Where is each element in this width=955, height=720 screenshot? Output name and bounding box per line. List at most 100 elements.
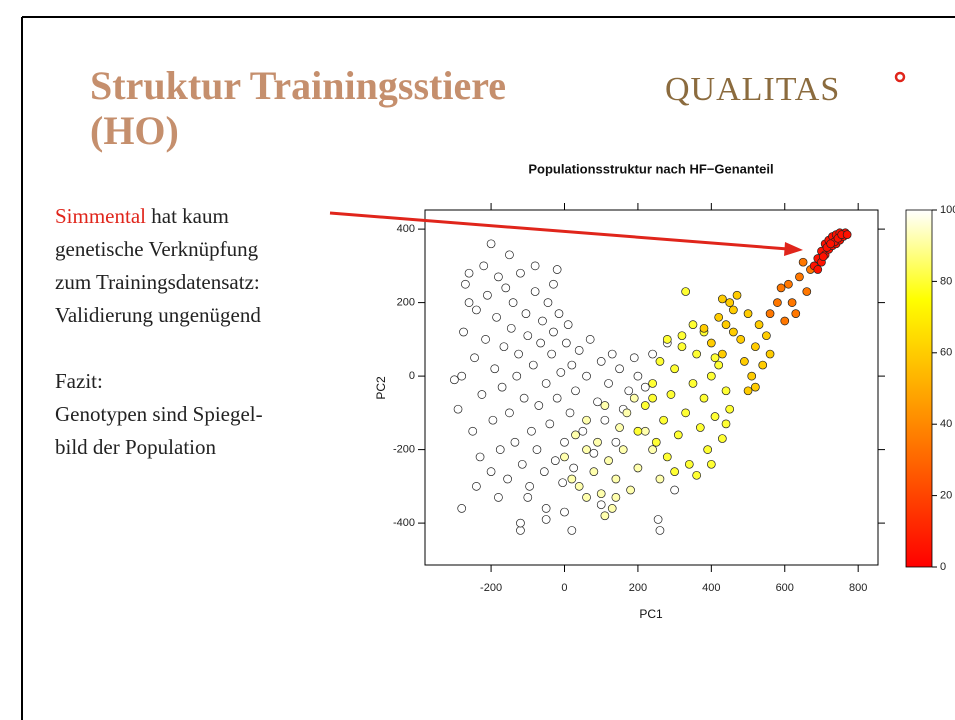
point	[593, 397, 602, 407]
point	[516, 268, 525, 278]
point	[574, 346, 584, 355]
colorbar-tick-label: 20	[940, 490, 952, 502]
point	[501, 283, 511, 293]
point	[648, 393, 657, 403]
point	[611, 474, 621, 484]
point	[710, 353, 720, 363]
point	[486, 467, 496, 477]
point	[560, 437, 569, 447]
body-line: genetische Verknüpfung	[55, 237, 259, 261]
point	[695, 423, 705, 432]
point	[477, 390, 487, 399]
point	[600, 511, 610, 521]
slide-title: Struktur Trainingsstiere	[90, 63, 506, 108]
point	[826, 239, 835, 249]
point	[543, 298, 553, 307]
point	[787, 298, 797, 307]
point	[640, 401, 650, 410]
point	[541, 379, 551, 388]
point	[648, 445, 657, 454]
point	[706, 371, 716, 381]
point	[725, 404, 735, 414]
point	[578, 426, 588, 436]
point	[479, 261, 489, 271]
point	[457, 504, 467, 513]
body-line: hat kaum	[146, 204, 229, 228]
point	[615, 364, 624, 374]
point	[699, 323, 709, 333]
x-tick-label: 0	[561, 582, 567, 594]
y-tick-label: 0	[409, 370, 415, 382]
point	[589, 467, 599, 477]
point	[629, 393, 639, 403]
point	[505, 408, 514, 418]
point	[640, 426, 650, 436]
point	[681, 408, 690, 418]
point	[611, 437, 621, 447]
point	[681, 287, 690, 296]
point	[776, 283, 786, 293]
logo: QUALITAS	[665, 71, 840, 108]
point	[655, 526, 665, 535]
point	[747, 371, 757, 381]
point	[743, 309, 753, 318]
point	[506, 323, 516, 333]
point	[784, 279, 793, 289]
point	[718, 294, 727, 304]
point	[629, 353, 639, 363]
point	[582, 371, 591, 381]
point	[567, 474, 577, 484]
point	[780, 316, 790, 326]
point	[622, 408, 632, 418]
point	[558, 478, 568, 488]
point	[519, 393, 529, 403]
ticks: -200 0 200 400 600 800 -400 -200 0 200 400 0 20 40 60 8…	[393, 203, 955, 594]
point	[571, 430, 580, 440]
point	[525, 482, 534, 491]
point	[503, 474, 512, 484]
point	[495, 445, 505, 454]
point	[574, 482, 584, 491]
point	[670, 467, 679, 477]
point	[692, 349, 702, 359]
highlight: Simmental	[55, 204, 146, 228]
body-line: Fazit:	[55, 369, 103, 393]
point	[677, 331, 687, 341]
point	[706, 459, 716, 469]
point	[633, 371, 643, 381]
point	[523, 493, 533, 502]
point	[666, 390, 676, 399]
point	[842, 230, 852, 239]
point	[655, 357, 665, 366]
point	[718, 349, 727, 359]
point	[494, 493, 503, 502]
point	[461, 279, 470, 289]
point	[754, 320, 764, 330]
point	[554, 309, 564, 318]
point	[512, 371, 522, 381]
point	[508, 298, 518, 307]
point	[670, 485, 679, 495]
point	[560, 507, 569, 517]
arrow-head	[784, 242, 803, 256]
body-text: Simmental hat kaum	[55, 204, 229, 228]
point	[486, 239, 496, 249]
point	[550, 456, 560, 465]
point	[633, 426, 643, 436]
colorbar	[905, 209, 933, 568]
point	[600, 401, 610, 410]
point	[611, 493, 621, 502]
point	[593, 437, 602, 447]
colorbar-tick-label: 80	[940, 275, 952, 287]
point	[545, 419, 555, 429]
point	[813, 265, 823, 274]
point	[488, 415, 498, 425]
point	[567, 360, 577, 370]
colorbar-tick-label: 0	[940, 561, 946, 573]
point	[475, 452, 485, 462]
point	[494, 272, 503, 282]
point	[662, 452, 672, 462]
point	[472, 305, 481, 315]
